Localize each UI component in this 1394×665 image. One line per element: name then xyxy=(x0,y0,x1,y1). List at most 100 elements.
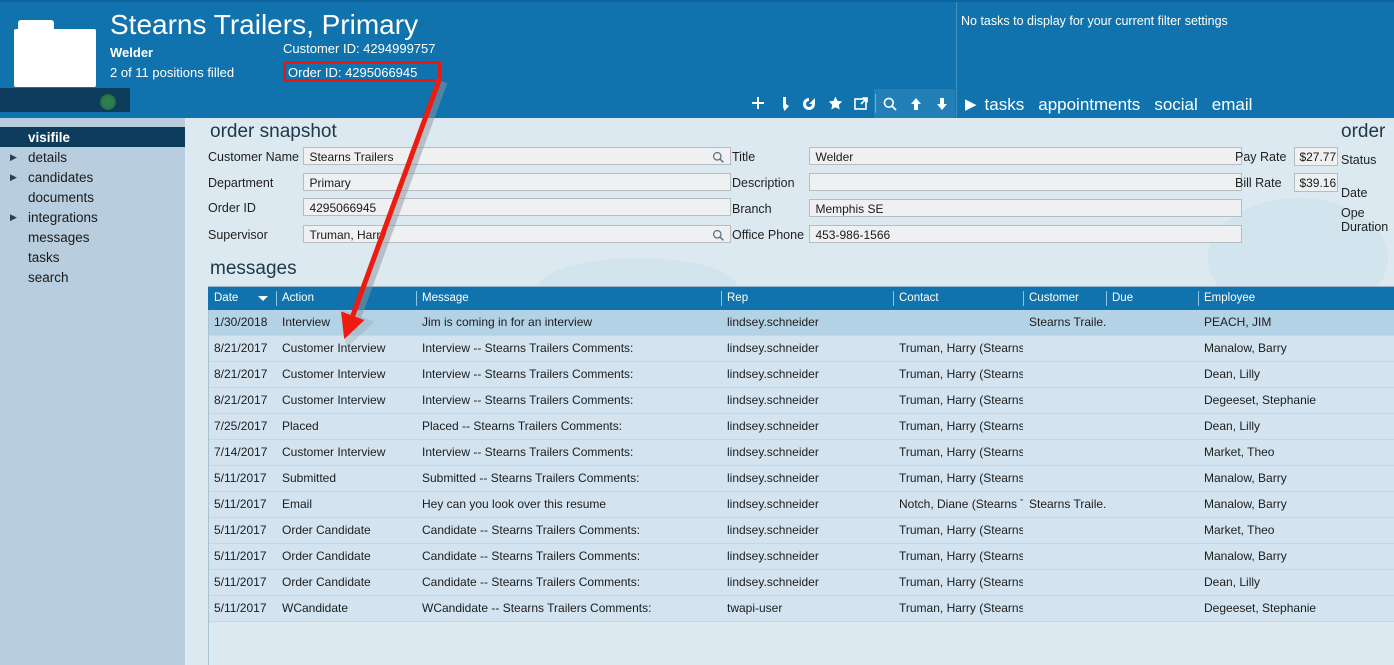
sidebar-item-integrations[interactable]: ▶ integrations xyxy=(0,207,185,227)
cell-employee: Manalow, Barry xyxy=(1204,471,1287,485)
office-phone-input[interactable]: 453-986-1566 xyxy=(809,225,1243,243)
sidebar-item-tasks[interactable]: tasks xyxy=(0,247,185,267)
table-row[interactable]: 8/21/2017 Customer Interview Interview -- … xyxy=(208,388,1394,414)
sidebar-item-details[interactable]: ▶ details xyxy=(0,147,185,167)
pay-rate-input[interactable]: $27.77 xyxy=(1294,147,1339,166)
cell-contact: Truman, Harry (Stearns T... xyxy=(899,419,1023,433)
cell-customer xyxy=(1023,518,1106,543)
cell-action: Customer Interview xyxy=(282,341,386,355)
chevron-right-icon[interactable]: ▶ xyxy=(10,152,17,162)
column-header-message[interactable]: Message xyxy=(416,287,721,310)
sidebar-item-documents[interactable]: documents xyxy=(0,187,185,207)
title-input[interactable]: Welder xyxy=(809,147,1243,165)
cell-date: 5/11/2017 xyxy=(214,471,267,485)
table-row[interactable]: 5/11/2017 WCandidate WCandidate -- Stearns… xyxy=(208,596,1394,622)
refresh-icon[interactable] xyxy=(797,91,823,117)
move-up-icon[interactable] xyxy=(903,91,929,117)
cell-action: Customer Interview xyxy=(282,445,386,459)
table-row[interactable]: 1/30/2018 Interview Jim is coming in for a… xyxy=(208,310,1394,336)
messages-grid-header[interactable]: Date Action Message Rep Contact Customer… xyxy=(208,287,1394,310)
column-header-label: Contact xyxy=(899,292,939,304)
expand-panel-icon[interactable]: ▶ xyxy=(965,96,977,113)
main-content: order snapshot order Customer Name Stear… xyxy=(208,118,1394,665)
tab-email[interactable]: email xyxy=(1211,95,1253,114)
table-row[interactable]: 5/11/2017 Order Candidate Candidate -- Ste… xyxy=(208,544,1394,570)
search-icon[interactable] xyxy=(877,91,903,117)
table-row[interactable]: 8/21/2017 Customer Interview Interview -- … xyxy=(208,362,1394,388)
cell-employee: Dean, Lilly xyxy=(1204,575,1261,589)
sidebar-item-label: tasks xyxy=(28,249,60,265)
cell-due xyxy=(1106,414,1198,439)
customer-name-input[interactable]: Stearns Trailers xyxy=(303,147,732,165)
field-row-supervisor: Supervisor Truman, Harry xyxy=(208,225,732,245)
search-icon[interactable] xyxy=(712,229,725,242)
table-row[interactable]: 5/11/2017 Email Hey can you look over this… xyxy=(208,492,1394,518)
section-title-order-snapshot: order snapshot xyxy=(210,121,337,142)
cell-message: Candidate -- Stearns Trailers Comments: xyxy=(422,523,641,537)
column-header-employee[interactable]: Employee xyxy=(1198,287,1394,310)
field-row-pay-rate: Pay Rate $27.77 xyxy=(1235,147,1339,167)
cell-due xyxy=(1106,440,1198,465)
cell-employee: Market, Theo xyxy=(1204,523,1275,537)
tasks-panel: No tasks to display for your current fil… xyxy=(956,2,1394,118)
supervisor-input[interactable]: Truman, Harry xyxy=(303,225,732,243)
table-row[interactable]: 7/14/2017 Customer Interview Interview -- … xyxy=(208,440,1394,466)
search-icon[interactable] xyxy=(712,151,725,164)
field-row-duration: Duration xyxy=(1341,217,1388,237)
record-toolbar[interactable] xyxy=(745,89,955,118)
table-row[interactable]: 5/11/2017 Order Candidate Candidate -- Ste… xyxy=(208,518,1394,544)
bill-rate-input[interactable]: $39.16 xyxy=(1294,173,1339,192)
cell-rep: twapi-user xyxy=(727,601,783,615)
table-row[interactable]: 5/11/2017 Submitted Submitted -- Stearns T… xyxy=(208,466,1394,492)
add-icon[interactable] xyxy=(745,91,771,117)
cell-message: Interview -- Stearns Trailers Comments: xyxy=(422,393,634,407)
cell-message: Candidate -- Stearns Trailers Comments: xyxy=(422,549,641,563)
column-header-date[interactable]: Date xyxy=(208,287,276,310)
cell-contact xyxy=(893,310,1023,335)
table-row[interactable]: 8/21/2017 Customer Interview Interview -- … xyxy=(208,336,1394,362)
sidebar-item-search[interactable]: search xyxy=(0,267,185,287)
cell-employee: Dean, Lilly xyxy=(1204,367,1261,381)
column-header-contact[interactable]: Contact xyxy=(893,287,1023,310)
chevron-right-icon[interactable]: ▶ xyxy=(10,172,17,182)
order-id-input[interactable]: 4295066945 xyxy=(303,198,732,216)
search-nav-group[interactable] xyxy=(873,89,955,118)
cell-date: 8/21/2017 xyxy=(214,393,268,407)
table-row[interactable]: 5/11/2017 Order Candidate Candidate -- Ste… xyxy=(208,570,1394,596)
cell-customer xyxy=(1023,570,1106,595)
move-down-icon[interactable] xyxy=(929,91,955,117)
department-input[interactable]: Primary xyxy=(303,173,732,191)
description-input[interactable] xyxy=(809,173,1243,191)
branch-input[interactable]: Memphis SE xyxy=(809,199,1243,217)
column-header-action[interactable]: Action xyxy=(276,287,416,310)
cell-due xyxy=(1106,310,1198,335)
sidebar-item-messages[interactable]: messages xyxy=(0,227,185,247)
column-header-label: Customer xyxy=(1029,292,1079,304)
download-icon[interactable] xyxy=(771,91,797,117)
favorite-star-icon[interactable] xyxy=(822,91,848,117)
cell-date: 5/11/2017 xyxy=(214,523,267,537)
field-label: Customer Name xyxy=(208,150,299,164)
sort-descending-icon[interactable] xyxy=(258,296,268,301)
tab-tasks[interactable]: tasks xyxy=(984,95,1025,114)
sidebar-item-visifile[interactable]: visifile xyxy=(0,127,210,147)
cell-contact: Truman, Harry (Stearns T... xyxy=(899,523,1023,537)
column-header-rep[interactable]: Rep xyxy=(721,287,893,310)
tab-social[interactable]: social xyxy=(1154,95,1198,114)
cell-action: Submitted xyxy=(282,471,337,485)
tasks-empty-message: No tasks to display for your current fil… xyxy=(961,14,1228,28)
cell-due xyxy=(1106,544,1198,569)
cell-date: 7/14/2017 xyxy=(214,445,268,459)
open-external-icon[interactable] xyxy=(848,91,874,117)
cell-date: 5/11/2017 xyxy=(214,575,267,589)
column-header-due[interactable]: Due xyxy=(1106,287,1198,310)
table-row[interactable]: 7/25/2017 Placed Placed -- Stearns Trailer… xyxy=(208,414,1394,440)
page-title: Stearns Trailers, Primary xyxy=(110,9,419,40)
chevron-right-icon[interactable]: ▶ xyxy=(10,212,17,222)
tasks-tabbar[interactable]: ▶ tasks appointments social email xyxy=(957,90,1266,120)
sidebar-item-candidates[interactable]: ▶ candidates xyxy=(0,167,185,187)
field-label: Department xyxy=(208,176,274,190)
column-header-label: Message xyxy=(422,292,469,304)
tab-appointments[interactable]: appointments xyxy=(1038,95,1141,114)
column-header-customer[interactable]: Customer xyxy=(1023,287,1106,310)
